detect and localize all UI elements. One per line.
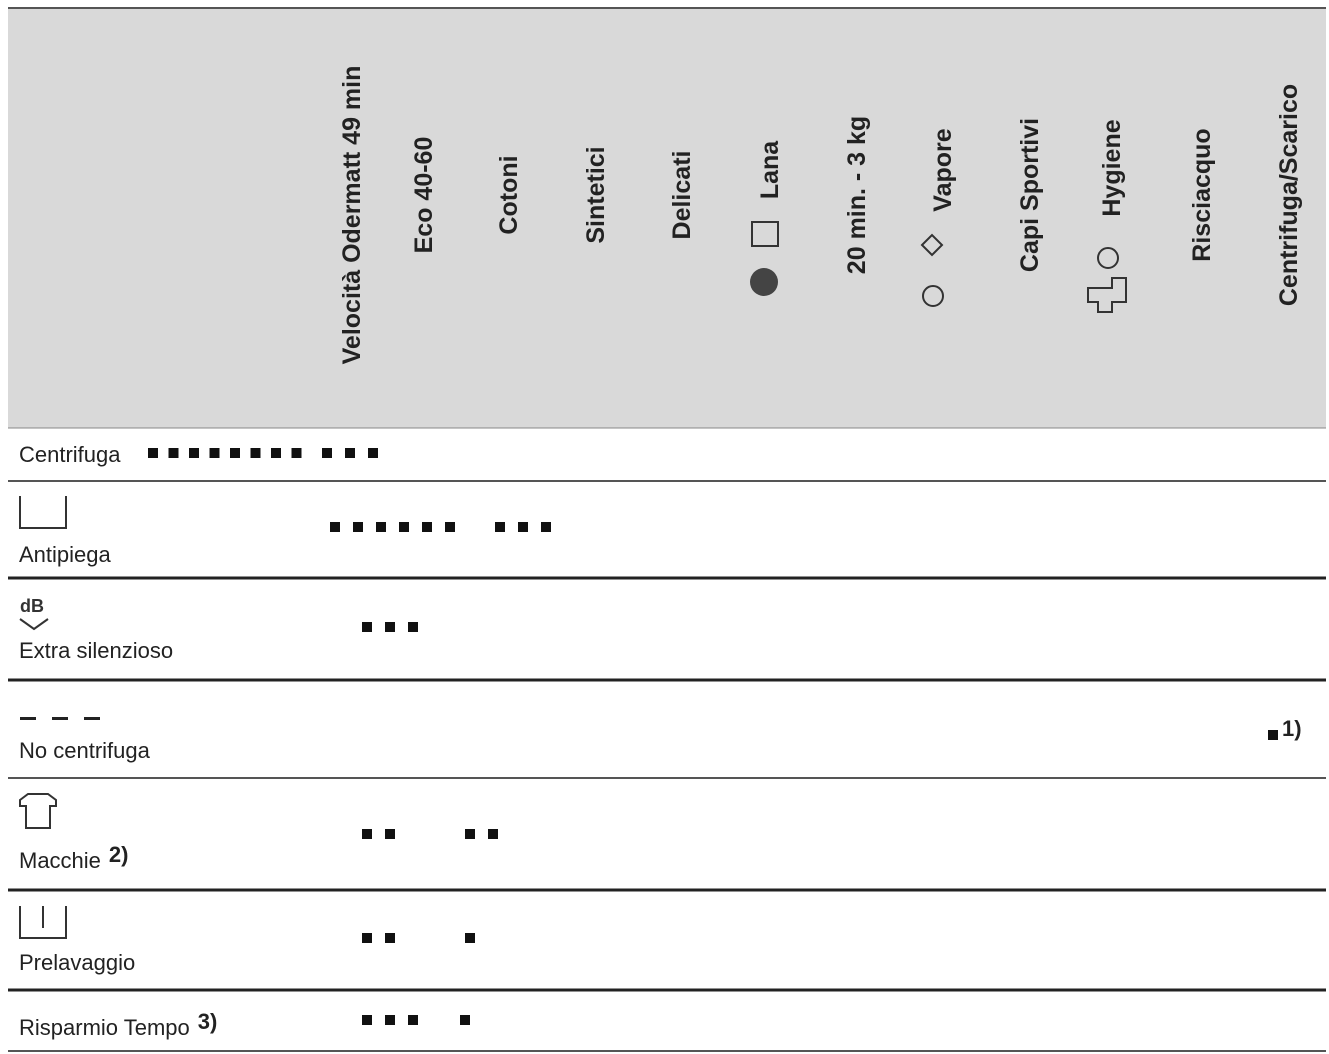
- no-spin-icon: [20, 717, 100, 720]
- column-header: Delicati: [668, 151, 696, 240]
- option-square: [271, 448, 281, 458]
- column-headers: Velocità Odermatt 49 min Eco 40-60 Cotoni S…: [338, 66, 1303, 365]
- footnote-mark: 2): [109, 842, 129, 867]
- rows: Centrifuga Antipiega Extra silenzioso No ce…: [19, 442, 1302, 1040]
- option-square: [362, 1015, 372, 1025]
- option-square: [345, 448, 355, 458]
- option-square: [460, 1015, 470, 1025]
- option-square: [385, 933, 395, 943]
- row-label: Extra silenzioso: [19, 638, 173, 663]
- column-header: Cotoni: [495, 155, 523, 234]
- option-square: [385, 1015, 395, 1025]
- antipiega-icon: [19, 496, 67, 529]
- column-header: Centrifuga/Scarico: [1275, 84, 1303, 306]
- row-label: Risparmio Tempo: [19, 1015, 190, 1040]
- option-square: [189, 448, 199, 458]
- hygiene-icon: [1087, 247, 1127, 313]
- row-label: Antipiega: [19, 542, 112, 567]
- option-square: [362, 622, 372, 632]
- prewash-icon: [19, 906, 67, 939]
- column-header: Eco 40-60: [410, 137, 438, 254]
- option-square: [445, 522, 455, 532]
- option-square: [322, 448, 332, 458]
- svg-text:dB: dB: [20, 596, 44, 616]
- option-square: [353, 522, 363, 532]
- option-square: [368, 448, 378, 458]
- column-header: Velocità Odermatt 49 min: [338, 66, 366, 365]
- column-header: Lana: [756, 140, 784, 199]
- option-square: [488, 829, 498, 839]
- option-square: [399, 522, 409, 532]
- option-square: [518, 522, 528, 532]
- option-square: [541, 522, 551, 532]
- option-square: [422, 522, 432, 532]
- column-header: Risciacquo: [1188, 128, 1216, 261]
- option-square: [209, 448, 220, 458]
- option-square: [362, 829, 372, 839]
- row-label: Macchie: [19, 848, 101, 873]
- row-label: No centrifuga: [19, 738, 151, 763]
- header-bg: [8, 8, 1326, 428]
- column-header: Vapore: [929, 128, 957, 211]
- row-label: Centrifuga: [19, 442, 121, 467]
- option-square: [376, 522, 386, 532]
- column-header: Capi Sportivi: [1016, 118, 1044, 272]
- option-square: [230, 448, 240, 458]
- option-square: [385, 829, 395, 839]
- wool-icon: [750, 221, 779, 296]
- option-square: [385, 622, 395, 632]
- column-header: Hygiene: [1098, 119, 1126, 216]
- option-square: [362, 933, 372, 943]
- footnote-mark: 1): [1282, 716, 1302, 741]
- option-square: [168, 448, 179, 458]
- option-square: [1268, 730, 1278, 740]
- option-square: [408, 622, 418, 632]
- footnote-mark: 3): [198, 1009, 218, 1034]
- option-square: [291, 448, 302, 458]
- steam-icon: [920, 233, 944, 307]
- option-square: [250, 448, 261, 458]
- column-header: Sintetici: [582, 146, 610, 243]
- option-square: [465, 829, 475, 839]
- option-square: [330, 522, 340, 532]
- stain-icon: [19, 793, 57, 829]
- option-square: [495, 522, 505, 532]
- db-icon: dB: [19, 596, 49, 631]
- option-square: [408, 1015, 418, 1025]
- row-label: Prelavaggio: [19, 950, 135, 975]
- option-square: [465, 933, 475, 943]
- option-square: [148, 448, 158, 458]
- column-header: 20 min. - 3 kg: [843, 116, 871, 274]
